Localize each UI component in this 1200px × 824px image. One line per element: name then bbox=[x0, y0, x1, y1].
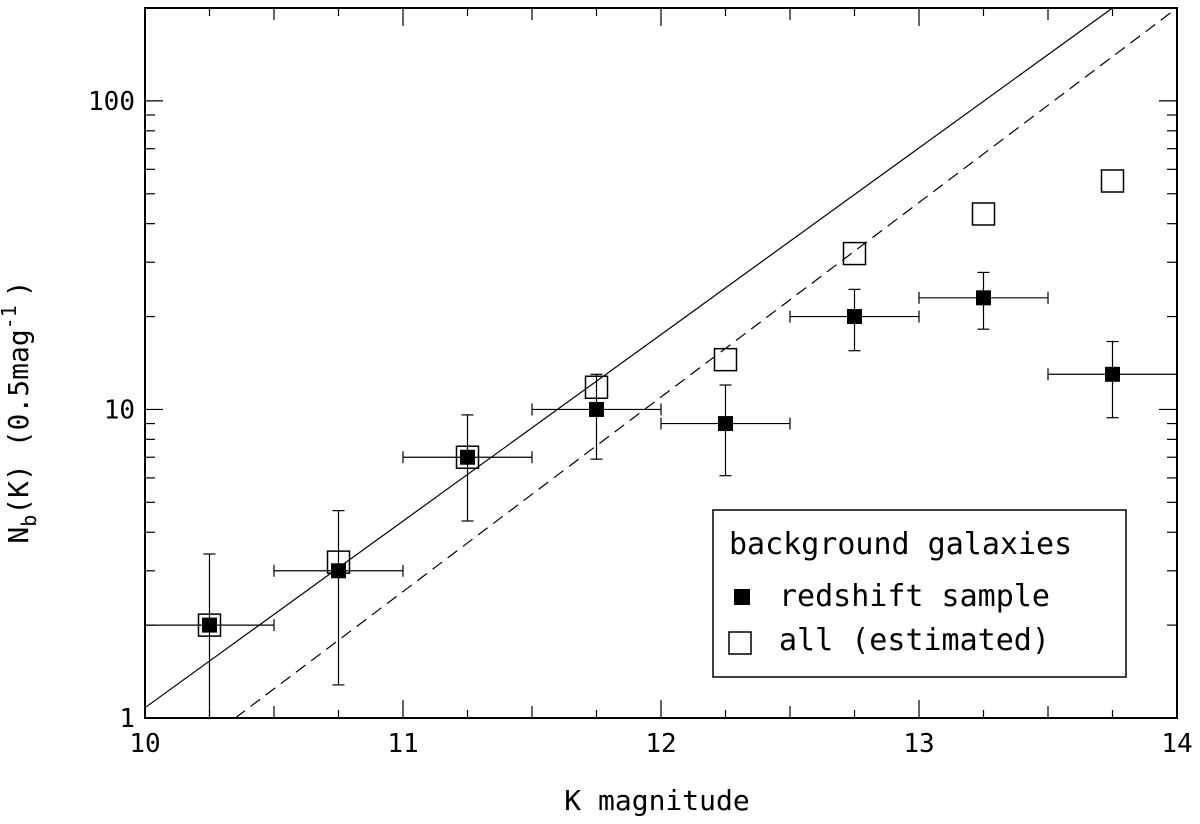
legend-entry-redshift-sample: redshift sample bbox=[779, 579, 1050, 614]
legend-open-square-icon bbox=[728, 631, 752, 655]
filled-square-point bbox=[589, 401, 604, 417]
legend-box bbox=[712, 509, 1127, 678]
y-axis-title: Nb(K) (0.5mag-1) bbox=[0, 280, 41, 543]
legend: background galaxies redshift sample all … bbox=[712, 509, 1127, 678]
solid-model-line bbox=[144, 7, 1113, 709]
x-tick-label: 14 bbox=[1161, 729, 1192, 759]
filled-square-point bbox=[460, 449, 475, 465]
filled-square-point bbox=[976, 290, 991, 306]
x-axis-title: K magnitude bbox=[564, 784, 749, 817]
filled-square-point bbox=[331, 563, 346, 579]
y-tick-label: 10 bbox=[104, 395, 135, 425]
y-tick-label: 1 bbox=[119, 704, 135, 734]
axis-ticks bbox=[144, 7, 1178, 719]
legend-entry-all-estimated: all (estimated) bbox=[779, 623, 1050, 658]
legend-filled-square-icon bbox=[734, 589, 750, 605]
y-axis-title-middle: (K) (0.5mag bbox=[2, 329, 35, 514]
open-square-point bbox=[584, 375, 609, 400]
x-tick-label: 10 bbox=[129, 729, 160, 759]
y-axis-title-subscript: b bbox=[17, 515, 41, 527]
open-square-point bbox=[1100, 169, 1125, 193]
x-tick-label: 11 bbox=[387, 729, 418, 759]
x-tick-label: 13 bbox=[903, 729, 934, 759]
model-lines bbox=[144, 7, 1178, 719]
filled-square-point bbox=[202, 617, 217, 633]
y-axis-title-end: ) bbox=[2, 280, 35, 297]
data-markers bbox=[197, 169, 1125, 637]
y-axis-title-main: N bbox=[2, 527, 35, 544]
y-tick-label: 100 bbox=[88, 87, 135, 117]
legend-title: background galaxies bbox=[729, 527, 1072, 562]
filled-square-point bbox=[718, 416, 733, 432]
dashed-model-line bbox=[234, 7, 1178, 719]
filled-square-point bbox=[1105, 366, 1120, 382]
open-square-point bbox=[842, 241, 867, 266]
y-axis-title-superscript: -1 bbox=[0, 305, 21, 329]
open-square-point bbox=[197, 613, 222, 637]
open-square-point bbox=[455, 445, 480, 469]
open-square-point bbox=[713, 347, 738, 372]
x-tick-label: 12 bbox=[645, 729, 676, 759]
open-square-point bbox=[971, 202, 996, 226]
filled-square-point bbox=[847, 309, 862, 325]
